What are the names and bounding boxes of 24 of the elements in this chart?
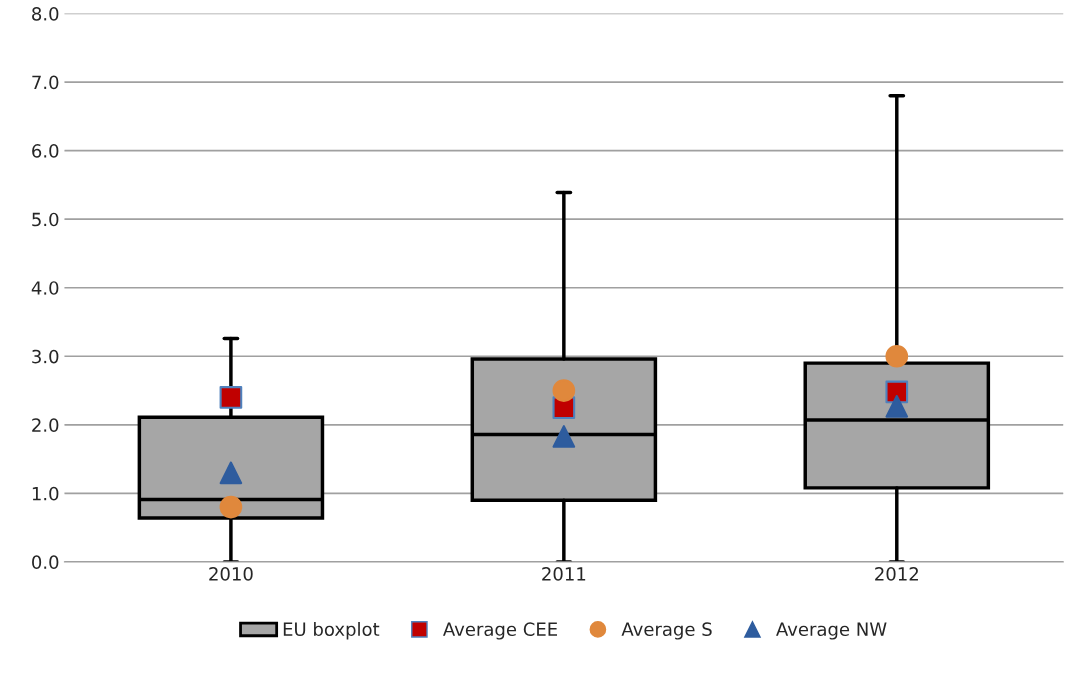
legend-label: Average NW xyxy=(776,622,887,640)
y-tick-label: 2.0 xyxy=(32,418,59,432)
x-tick-label: 2012 xyxy=(875,567,918,581)
legend-label: EU boxplot xyxy=(283,622,380,640)
point xyxy=(552,425,576,448)
point xyxy=(885,380,909,404)
y-tick-label: 1.0 xyxy=(32,486,59,501)
legend-label: Average S xyxy=(621,622,712,640)
point xyxy=(219,386,243,409)
y-tick-label: 4.0 xyxy=(31,281,59,295)
y-tick-label: 0.0 xyxy=(32,555,59,570)
x-tick-label: 2011 xyxy=(542,567,586,581)
y-tick-label: 7.0 xyxy=(32,75,59,90)
x-tick-label: 2010 xyxy=(209,567,253,581)
y-tick-label: 6.0 xyxy=(32,144,59,158)
legend-label: Average CEE xyxy=(443,622,558,640)
y-tick-label: 3.0 xyxy=(32,349,59,364)
point xyxy=(885,344,909,368)
y-tick-label: 5.0 xyxy=(32,212,59,227)
point xyxy=(219,495,243,519)
y-tick-label: 8.0 xyxy=(32,7,59,21)
point xyxy=(885,394,909,418)
point xyxy=(219,461,243,485)
point xyxy=(552,379,576,402)
